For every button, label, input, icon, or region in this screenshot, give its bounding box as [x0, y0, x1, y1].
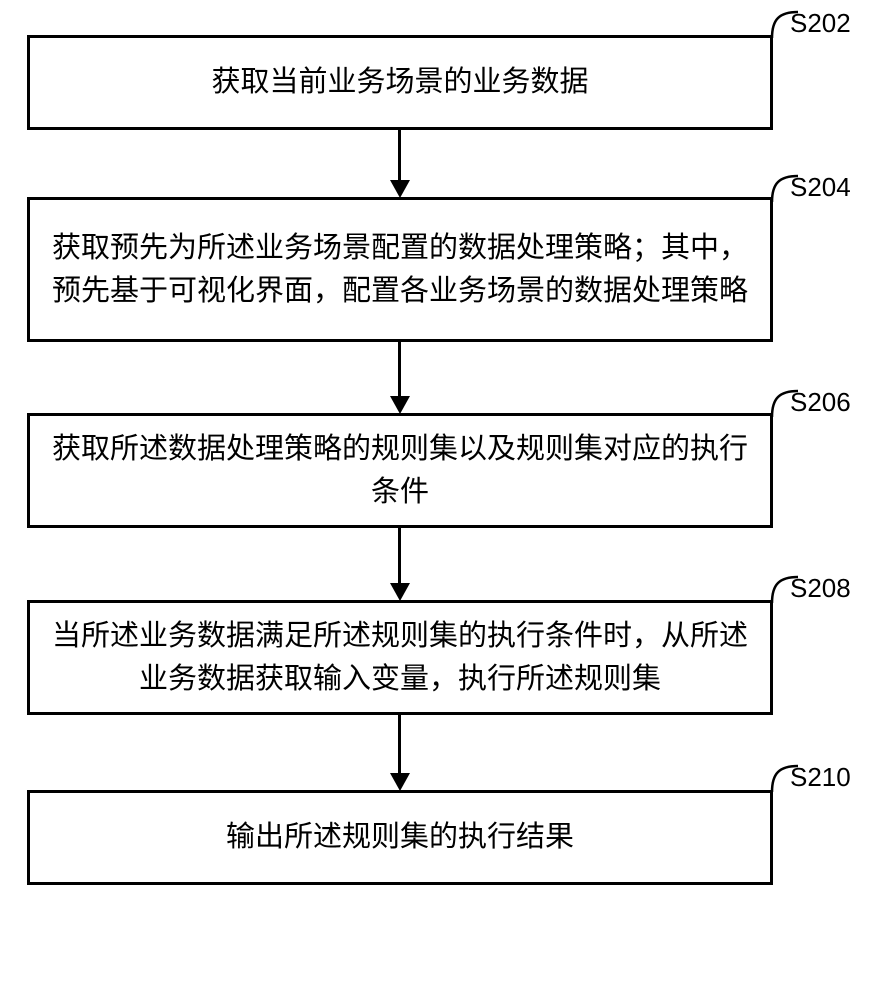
node-text-s204: 获取预先为所述业务场景配置的数据处理策略；其中，预先基于可视化界面，配置各业务场… [50, 227, 750, 311]
step-bracket-s204 [770, 174, 800, 204]
node-s208: 当所述业务数据满足所述规则集的执行条件时，从所述业务数据获取输入变量，执行所述规… [27, 600, 773, 715]
step-bracket-s210 [770, 764, 800, 794]
node-text-s208: 当所述业务数据满足所述规则集的执行条件时，从所述业务数据获取输入变量，执行所述规… [50, 615, 750, 699]
node-s206: 获取所述数据处理策略的规则集以及规则集对应的执行条件 [27, 413, 773, 528]
node-s204: 获取预先为所述业务场景配置的数据处理策略；其中，预先基于可视化界面，配置各业务场… [27, 197, 773, 342]
step-bracket-s208 [770, 575, 800, 605]
node-s202: 获取当前业务场景的业务数据 [27, 35, 773, 130]
node-s210: 输出所述规则集的执行结果 [27, 790, 773, 885]
step-bracket-s202 [770, 10, 800, 40]
node-text-s210: 输出所述规则集的执行结果 [226, 816, 574, 858]
step-bracket-s206 [770, 389, 800, 419]
flowchart-container: S202 获取当前业务场景的业务数据 S204 获取预先为所述业务场景配置的数据… [0, 0, 879, 1000]
node-text-s206: 获取所述数据处理策略的规则集以及规则集对应的执行条件 [50, 428, 750, 512]
node-text-s202: 获取当前业务场景的业务数据 [211, 61, 588, 103]
